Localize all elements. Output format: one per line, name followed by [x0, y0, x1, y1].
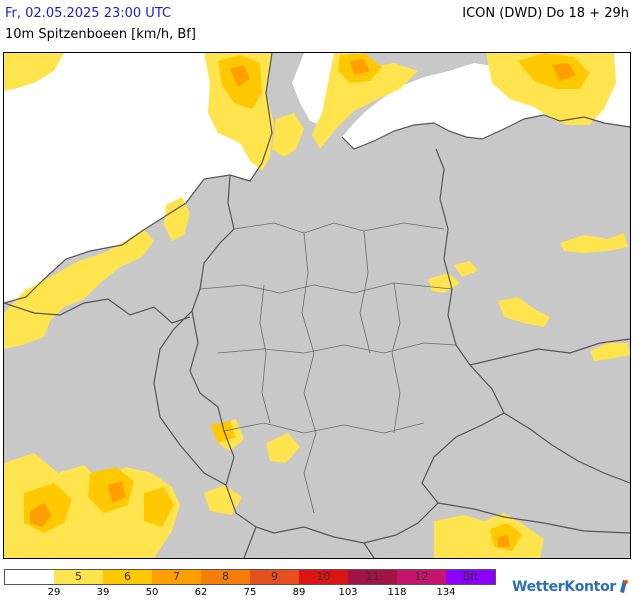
weather-map: [3, 52, 631, 559]
legend-bft-label: 6: [124, 570, 131, 583]
brand-logo: WetterKontor: [512, 578, 629, 595]
legend-kmh-tick: 89: [292, 587, 306, 598]
parameter-title: 10m Spitzenboeen [km/h, Bf]: [5, 27, 196, 42]
legend-cell: 12: [397, 570, 446, 584]
legend-cell: 8: [201, 570, 250, 584]
legend-kmh-tick: 50: [145, 587, 159, 598]
legend-bft-label: 10: [316, 570, 331, 583]
legend-kmh-tick: 62: [194, 587, 208, 598]
legend-bft-label: 9: [271, 570, 278, 583]
legend-bft-label: Bft: [462, 570, 479, 583]
borders: [4, 53, 630, 558]
legend-cell: 10: [299, 570, 348, 584]
model-run: ICON (DWD) Do 18 + 29h: [462, 6, 629, 21]
valid-time: Fr, 02.05.2025 23:00 UTC: [5, 6, 172, 21]
legend-bft-label: 5: [75, 570, 82, 583]
legend-bft-label: 12: [414, 570, 429, 583]
gust-areas-bft5: [4, 53, 630, 558]
gust-areas-bft7: [30, 59, 576, 547]
legend-cell: 6: [103, 570, 152, 584]
legend-cell: 5: [54, 570, 103, 584]
north-sea: [4, 53, 272, 303]
legend-bft-label: 7: [173, 570, 180, 583]
legend-kmh-tick: 118: [387, 587, 407, 598]
legend-cell: [5, 570, 54, 584]
legend-cell: 11: [348, 570, 397, 584]
legend-cell: Bft: [446, 570, 495, 584]
brand-name: WetterKontor: [511, 579, 616, 595]
legend-bft-label: 11: [365, 570, 380, 583]
state-borders: [199, 222, 457, 514]
legend-kmh-tick: 39: [96, 587, 110, 598]
legend-cell: 7: [152, 570, 201, 584]
legend-scale: 5 6 7 8 9 10 11 12 Bft: [4, 569, 496, 585]
legend-bft-label: 8: [222, 570, 229, 583]
legend-cell: 9: [250, 570, 299, 584]
legend-kmh-tick: 134: [436, 587, 456, 598]
brand-mark-icon: [620, 580, 628, 593]
legend-kmh-tick: 29: [47, 587, 61, 598]
legend-kmh-tick: 103: [338, 587, 358, 598]
legend-kmh-tick: 75: [243, 587, 257, 598]
